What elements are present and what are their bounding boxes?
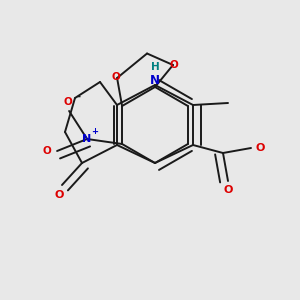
Text: -: - [76, 92, 80, 102]
Text: +: + [92, 128, 99, 136]
Text: O: O [169, 60, 178, 70]
Text: O: O [255, 143, 265, 153]
Text: O: O [64, 97, 73, 107]
Text: N: N [150, 74, 160, 86]
Text: H: H [151, 62, 159, 72]
Text: O: O [43, 146, 52, 156]
Text: O: O [112, 72, 121, 82]
Text: O: O [223, 185, 233, 195]
Text: O: O [54, 190, 64, 200]
Text: N: N [82, 134, 92, 144]
